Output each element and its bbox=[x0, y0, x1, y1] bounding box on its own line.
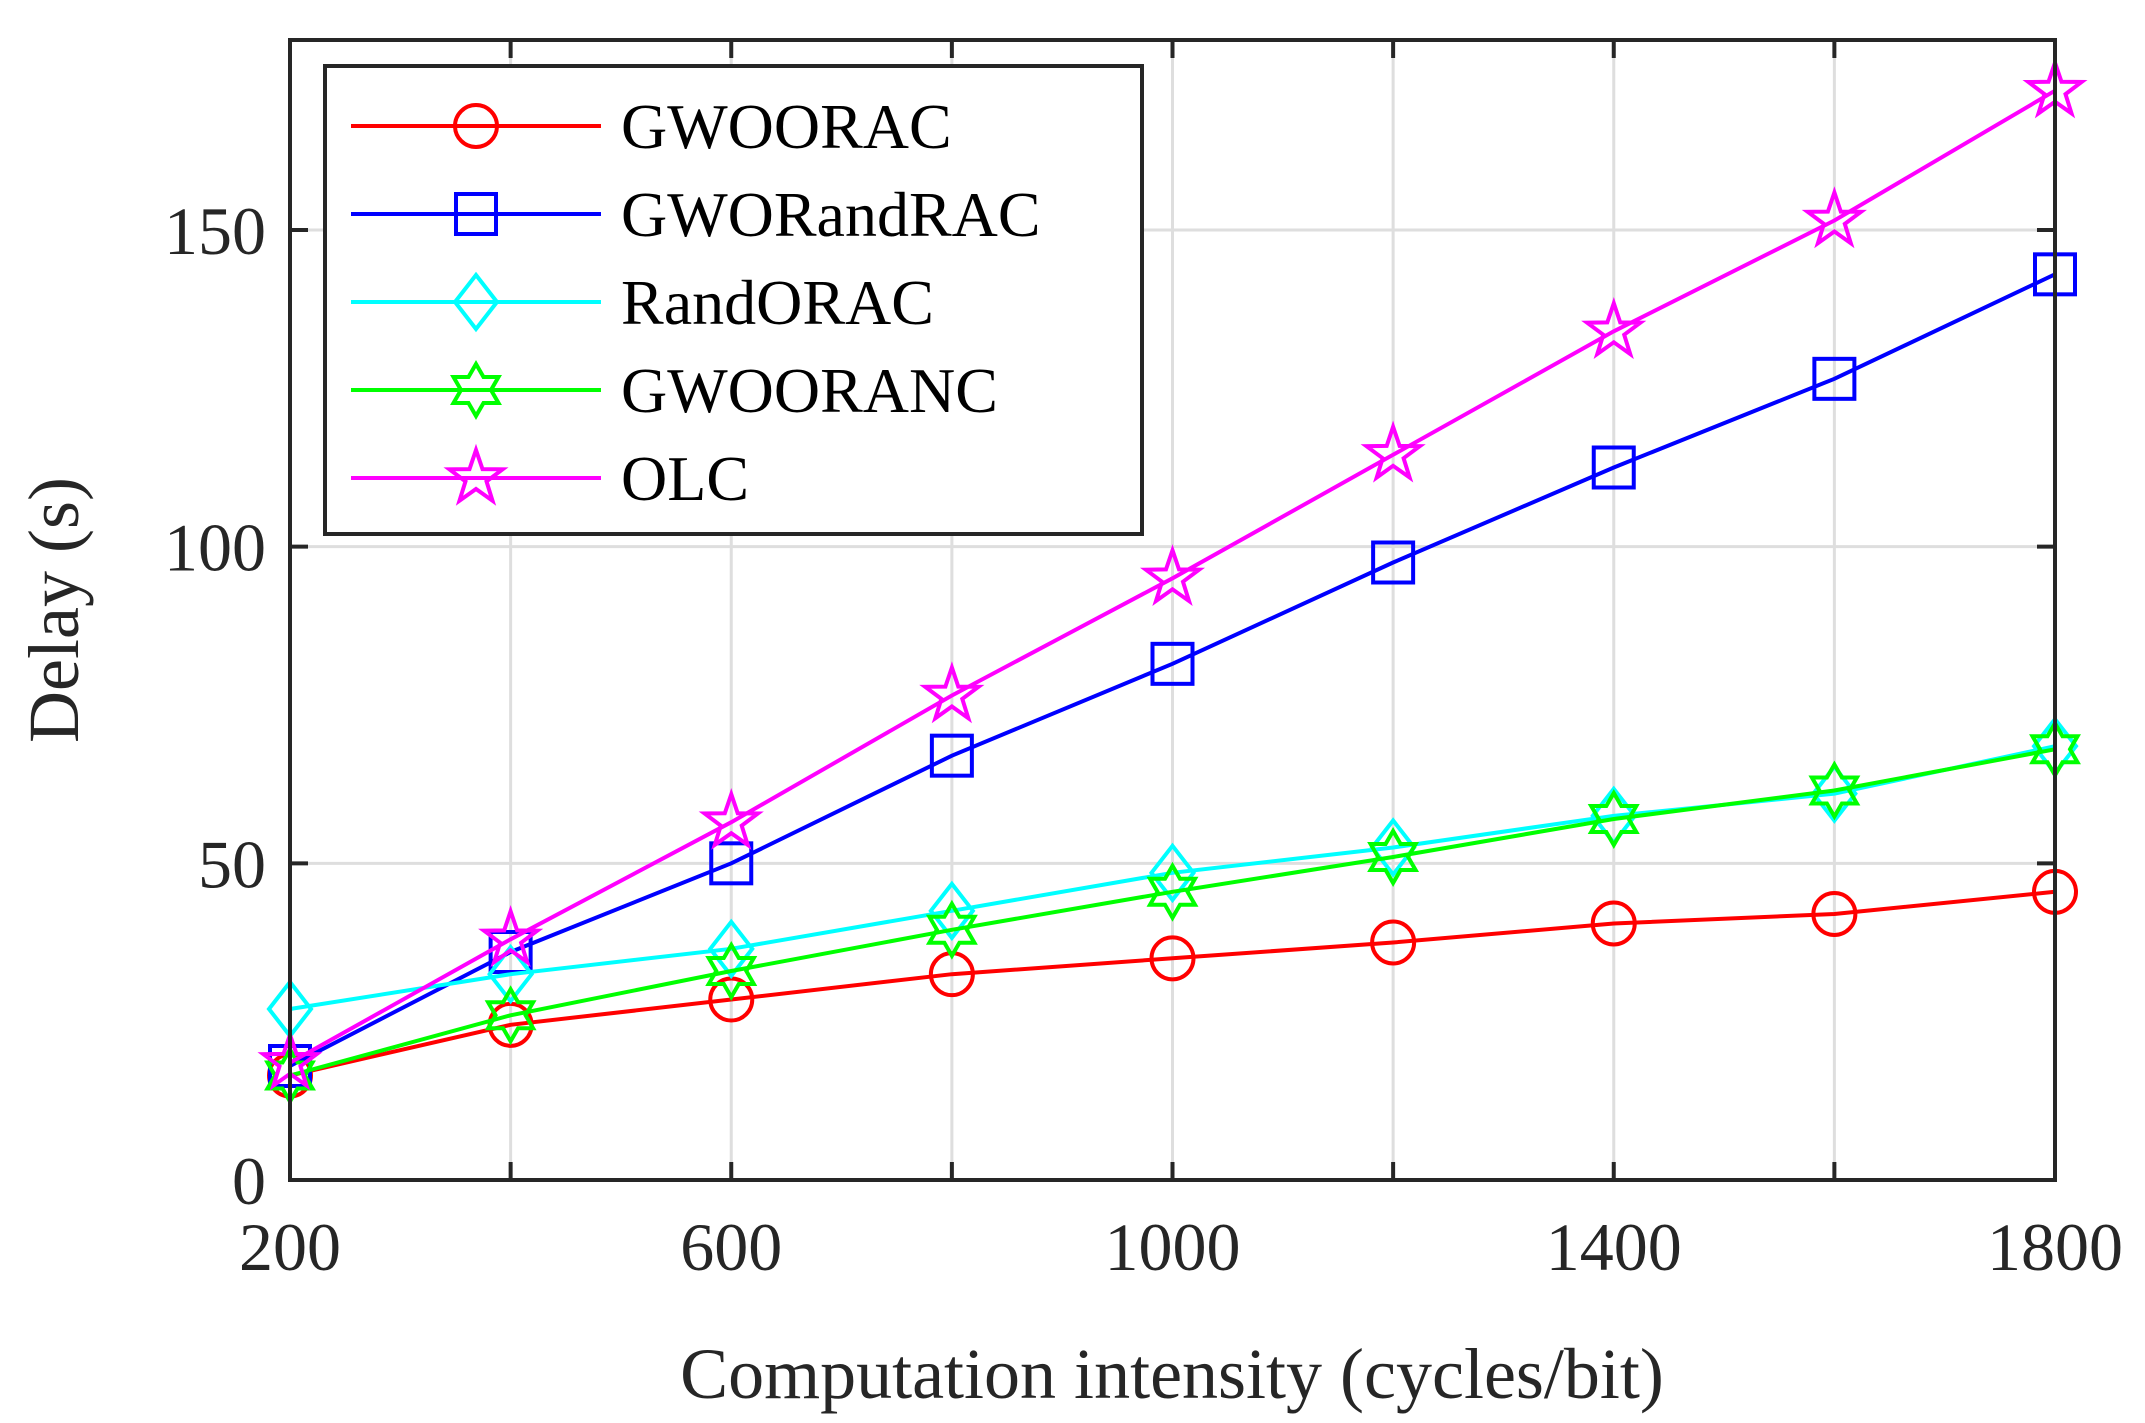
data-point-square bbox=[1371, 540, 1416, 585]
legend-entry: OLC bbox=[351, 443, 749, 514]
legend-marker-hexagram bbox=[450, 359, 502, 421]
data-point-diamond bbox=[1810, 763, 1858, 824]
y-tick-label: 0 bbox=[232, 1143, 266, 1219]
x-tick-label: 600 bbox=[680, 1209, 782, 1285]
data-point-pentagram bbox=[1801, 186, 1867, 249]
data-point-square bbox=[1812, 356, 1857, 401]
legend-label: GWOORANC bbox=[621, 355, 998, 426]
data-point-hexagram bbox=[705, 940, 758, 1002]
data-point-square bbox=[1591, 445, 1636, 490]
x-tick-label: 1000 bbox=[1105, 1209, 1241, 1285]
x-tick-label: 1800 bbox=[1987, 1209, 2123, 1285]
data-point-diamond bbox=[487, 943, 535, 1005]
data-point-hexagram bbox=[925, 899, 978, 960]
legend-entry: RandORAC bbox=[351, 267, 934, 338]
series-line bbox=[289, 272, 2056, 1068]
y-axis-title: Delay (s) bbox=[14, 477, 94, 743]
legend-entry: GWOORAC bbox=[351, 91, 952, 162]
data-point-pentagram bbox=[478, 905, 544, 968]
series-olc bbox=[257, 56, 2088, 1091]
data-point-diamond bbox=[707, 918, 755, 980]
data-point-pentagram bbox=[1581, 297, 1647, 360]
legend-label: OLC bbox=[621, 443, 749, 514]
legend-label: GWORandRAC bbox=[621, 179, 1041, 250]
legend: GWOORAC GWORandRAC RandORAC GWOORANC OLC bbox=[323, 64, 1144, 536]
y-tick-label: 50 bbox=[198, 826, 266, 902]
x-tick-label: 1400 bbox=[1546, 1209, 1682, 1285]
series-gwooranc bbox=[264, 719, 2081, 1106]
data-point-circle bbox=[1149, 935, 1196, 982]
data-point-square bbox=[929, 733, 974, 778]
data-point-hexagram bbox=[484, 985, 537, 1046]
legend-marker-diamond bbox=[452, 271, 500, 333]
series-line bbox=[289, 747, 2056, 1078]
data-point-pentagram bbox=[1139, 544, 1206, 607]
y-tick-label: 150 bbox=[164, 193, 266, 269]
data-point-circle bbox=[1370, 919, 1417, 966]
series-line bbox=[289, 88, 2057, 1065]
data-point-hexagram bbox=[1367, 826, 1420, 888]
data-point-pentagram bbox=[698, 787, 764, 850]
series-layer bbox=[257, 56, 2088, 1106]
legend-entry: GWOORANC bbox=[351, 355, 998, 426]
data-point-hexagram bbox=[1587, 788, 1640, 850]
data-point-hexagram bbox=[1808, 760, 1861, 821]
y-tick-label: 100 bbox=[164, 510, 266, 586]
series-line bbox=[289, 889, 2056, 1078]
data-point-square bbox=[1150, 641, 1195, 686]
data-point-diamond bbox=[928, 880, 976, 942]
data-point-diamond bbox=[1148, 842, 1197, 904]
x-tick-label: 200 bbox=[239, 1209, 341, 1285]
legend-entry: GWORandRAC bbox=[351, 179, 1041, 250]
data-point-pentagram bbox=[919, 661, 985, 724]
data-point-diamond bbox=[1369, 817, 1417, 878]
legend-label: GWOORAC bbox=[621, 91, 952, 162]
legend-label: RandORAC bbox=[621, 267, 934, 338]
x-axis-title: Computation intensity (cycles/bit) bbox=[680, 1334, 1664, 1414]
data-point-circle bbox=[1811, 891, 1858, 937]
legend-marker-square bbox=[454, 192, 498, 236]
axis-ticks: 200 600 1000 1400 1800 0 50 100 150 bbox=[164, 40, 2123, 1285]
legend-marker-pentagram bbox=[443, 443, 509, 506]
data-point-square bbox=[709, 841, 754, 886]
data-point-hexagram bbox=[1146, 861, 1199, 922]
data-point-pentagram bbox=[1360, 420, 1426, 483]
data-point-circle bbox=[1590, 900, 1637, 947]
legend-marker-circle bbox=[453, 103, 499, 149]
